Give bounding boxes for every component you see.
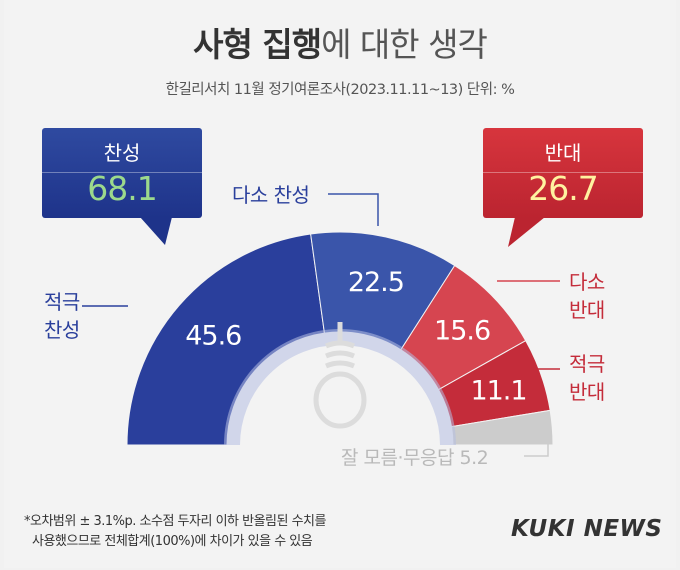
subtitle: 한길리서치 11월 정기여론조사(2023.11.11~13) 단위: %	[165, 82, 515, 98]
some-oppose-line1: 다소	[569, 270, 605, 294]
strong-oppose-label: 적극 반대	[569, 350, 605, 406]
footnote-line1: *오차범위 ± 3.1%p. 소수점 두자리 이하 반올림된 수치를	[24, 514, 326, 529]
support-value: 68.1	[87, 169, 157, 208]
page-title: 사형 집행에 대한 생각	[0, 18, 680, 66]
leader-some-support	[328, 193, 379, 226]
some-support-label: 다소 찬성	[232, 183, 310, 207]
oppose-callout: 반대 26.7	[483, 128, 643, 218]
some-oppose-label: 다소 반대	[569, 268, 605, 324]
strong-support-label: 적극 찬성	[44, 288, 80, 344]
footnote-line2: 사용했으므로 전체합계(100%)에 차이가 있을 수 있음	[32, 534, 313, 549]
segment-label-1: 22.5	[348, 267, 404, 298]
footnote: *오차범위 ± 3.1%p. 소수점 두자리 이하 반올림된 수치를 사용했으므…	[24, 512, 326, 552]
kuki-news-logo: KUKI NEWS	[511, 516, 663, 542]
support-callout: 찬성 68.1	[42, 128, 202, 218]
support-divider	[42, 172, 202, 173]
oppose-label: 반대	[544, 141, 582, 165]
oppose-divider	[483, 172, 643, 173]
strong-support-line1: 적극	[44, 290, 80, 314]
strong-support-line2: 찬성	[44, 318, 80, 342]
strong-oppose-line1: 적극	[569, 352, 605, 376]
support-label: 찬성	[103, 141, 141, 165]
some-oppose-line2: 반대	[569, 298, 605, 322]
title-rest: 에 대한 생각	[321, 25, 488, 64]
segment-label-2: 15.6	[434, 316, 490, 347]
noose-icon	[313, 322, 367, 429]
support-callout-pointer	[140, 217, 172, 245]
unknown-label: 잘 모름·무응답 5.2	[341, 447, 489, 469]
segment-label-0: 45.6	[185, 321, 241, 352]
segment-label-3: 11.1	[470, 375, 526, 406]
strong-oppose-line2: 반대	[569, 380, 605, 404]
oppose-callout-pointer	[508, 217, 545, 247]
oppose-value: 26.7	[528, 169, 598, 208]
title-bold: 사형 집행	[193, 25, 322, 64]
leader-unknown	[524, 416, 549, 457]
